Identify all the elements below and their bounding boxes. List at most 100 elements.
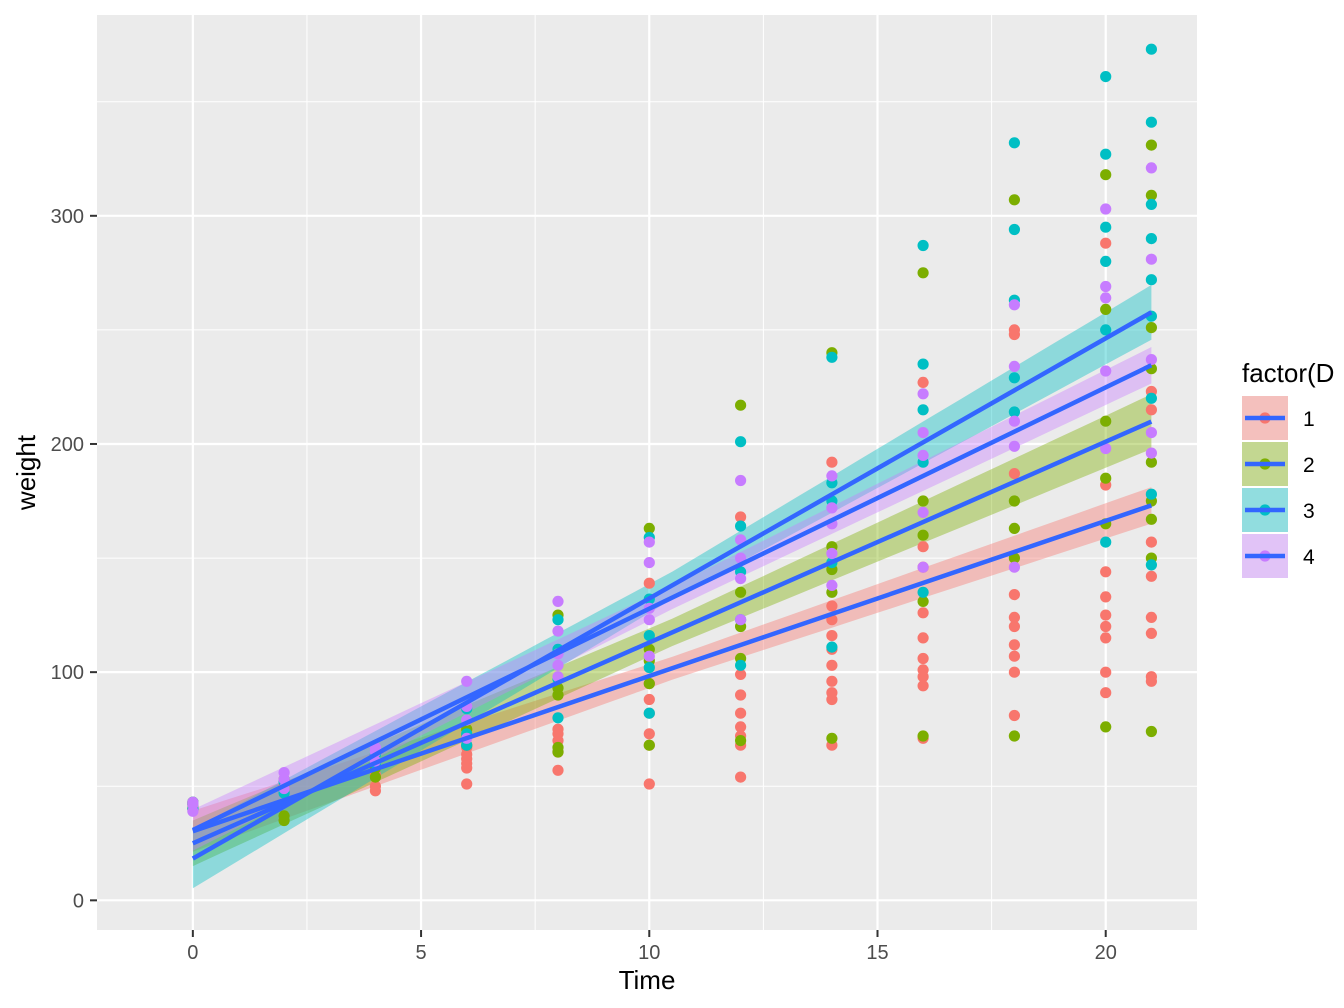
- data-point-3: [1009, 137, 1020, 148]
- data-point-2: [918, 530, 929, 541]
- y-tick-label: 300: [51, 206, 84, 228]
- data-point-2: [279, 810, 290, 821]
- data-point-2: [1100, 721, 1111, 732]
- data-point-4: [918, 427, 929, 438]
- data-point-1: [918, 653, 929, 664]
- data-point-1: [1009, 589, 1020, 600]
- data-point-1: [644, 778, 655, 789]
- data-point-4: [552, 626, 563, 637]
- data-point-1: [644, 578, 655, 589]
- data-point-1: [826, 687, 837, 698]
- data-point-3: [735, 660, 746, 671]
- data-point-1: [1146, 612, 1157, 623]
- data-point-4: [826, 580, 837, 591]
- data-point-1: [1100, 591, 1111, 602]
- data-point-4: [1146, 448, 1157, 459]
- legend-label-2: 2: [1303, 454, 1315, 477]
- data-point-1: [644, 694, 655, 705]
- data-point-1: [1100, 687, 1111, 698]
- data-point-4: [918, 507, 929, 518]
- data-point-1: [918, 632, 929, 643]
- data-point-2: [1009, 194, 1020, 205]
- data-point-4: [1009, 441, 1020, 452]
- data-point-1: [826, 660, 837, 671]
- data-point-1: [1009, 667, 1020, 678]
- data-point-4: [644, 557, 655, 568]
- data-point-4: [1009, 416, 1020, 427]
- data-point-4: [1100, 203, 1111, 214]
- data-point-2: [918, 267, 929, 278]
- legend-label-3: 3: [1303, 500, 1315, 523]
- data-point-1: [552, 765, 563, 776]
- data-point-4: [735, 614, 746, 625]
- data-point-1: [1009, 612, 1020, 623]
- legend-title: factor(D: [1242, 358, 1334, 388]
- data-point-1: [918, 377, 929, 388]
- data-point-3: [552, 614, 563, 625]
- legend-label-4: 4: [1303, 546, 1315, 569]
- x-axis-title: Time: [619, 965, 676, 995]
- data-point-3: [644, 662, 655, 673]
- data-point-1: [1100, 238, 1111, 249]
- x-tick-label: 10: [638, 942, 660, 964]
- data-point-3: [644, 708, 655, 719]
- data-point-4: [735, 475, 746, 486]
- data-point-3: [918, 404, 929, 415]
- data-point-1: [1146, 537, 1157, 548]
- data-point-2: [1146, 726, 1157, 737]
- data-point-4: [826, 502, 837, 513]
- data-point-3: [1100, 149, 1111, 160]
- data-point-1: [1100, 667, 1111, 678]
- data-point-1: [1009, 710, 1020, 721]
- data-point-3: [826, 352, 837, 363]
- y-tick-label: 200: [51, 434, 84, 456]
- data-point-2: [1100, 169, 1111, 180]
- data-point-3: [1009, 224, 1020, 235]
- data-point-3: [1100, 256, 1111, 267]
- data-point-3: [918, 359, 929, 370]
- data-point-2: [735, 587, 746, 598]
- data-point-1: [918, 607, 929, 618]
- x-tick-label: 20: [1095, 942, 1117, 964]
- data-point-4: [918, 388, 929, 399]
- data-point-1: [1009, 468, 1020, 479]
- legend-label-1: 1: [1303, 408, 1315, 431]
- data-point-2: [1100, 304, 1111, 315]
- data-point-3: [918, 587, 929, 598]
- data-point-1: [1100, 632, 1111, 643]
- data-point-3: [735, 521, 746, 532]
- data-point-2: [735, 400, 746, 411]
- data-point-3: [1146, 559, 1157, 570]
- legend-key-2: [1242, 442, 1288, 486]
- data-point-4: [1146, 162, 1157, 173]
- data-point-3: [918, 240, 929, 251]
- data-point-4: [644, 614, 655, 625]
- x-tick-label: 0: [187, 942, 198, 964]
- data-point-1: [1100, 610, 1111, 621]
- data-point-4: [644, 537, 655, 548]
- data-point-1: [735, 689, 746, 700]
- data-point-1: [826, 457, 837, 468]
- data-point-1: [1146, 628, 1157, 639]
- data-point-4: [552, 660, 563, 671]
- data-point-2: [1100, 416, 1111, 427]
- data-point-1: [826, 630, 837, 641]
- y-tick-label: 0: [73, 890, 84, 912]
- data-point-3: [1100, 222, 1111, 233]
- data-point-2: [1009, 523, 1020, 534]
- data-point-4: [552, 596, 563, 607]
- data-point-2: [918, 495, 929, 506]
- data-point-4: [735, 573, 746, 584]
- data-point-3: [826, 642, 837, 653]
- data-point-4: [1100, 292, 1111, 303]
- x-tick-label: 5: [416, 942, 427, 964]
- data-point-3: [1146, 489, 1157, 500]
- data-point-3: [1146, 117, 1157, 128]
- data-point-4: [826, 548, 837, 559]
- data-point-3: [1100, 71, 1111, 82]
- data-point-4: [826, 470, 837, 481]
- data-point-3: [1146, 44, 1157, 55]
- data-point-4: [1146, 427, 1157, 438]
- legend-key-3: [1242, 488, 1288, 532]
